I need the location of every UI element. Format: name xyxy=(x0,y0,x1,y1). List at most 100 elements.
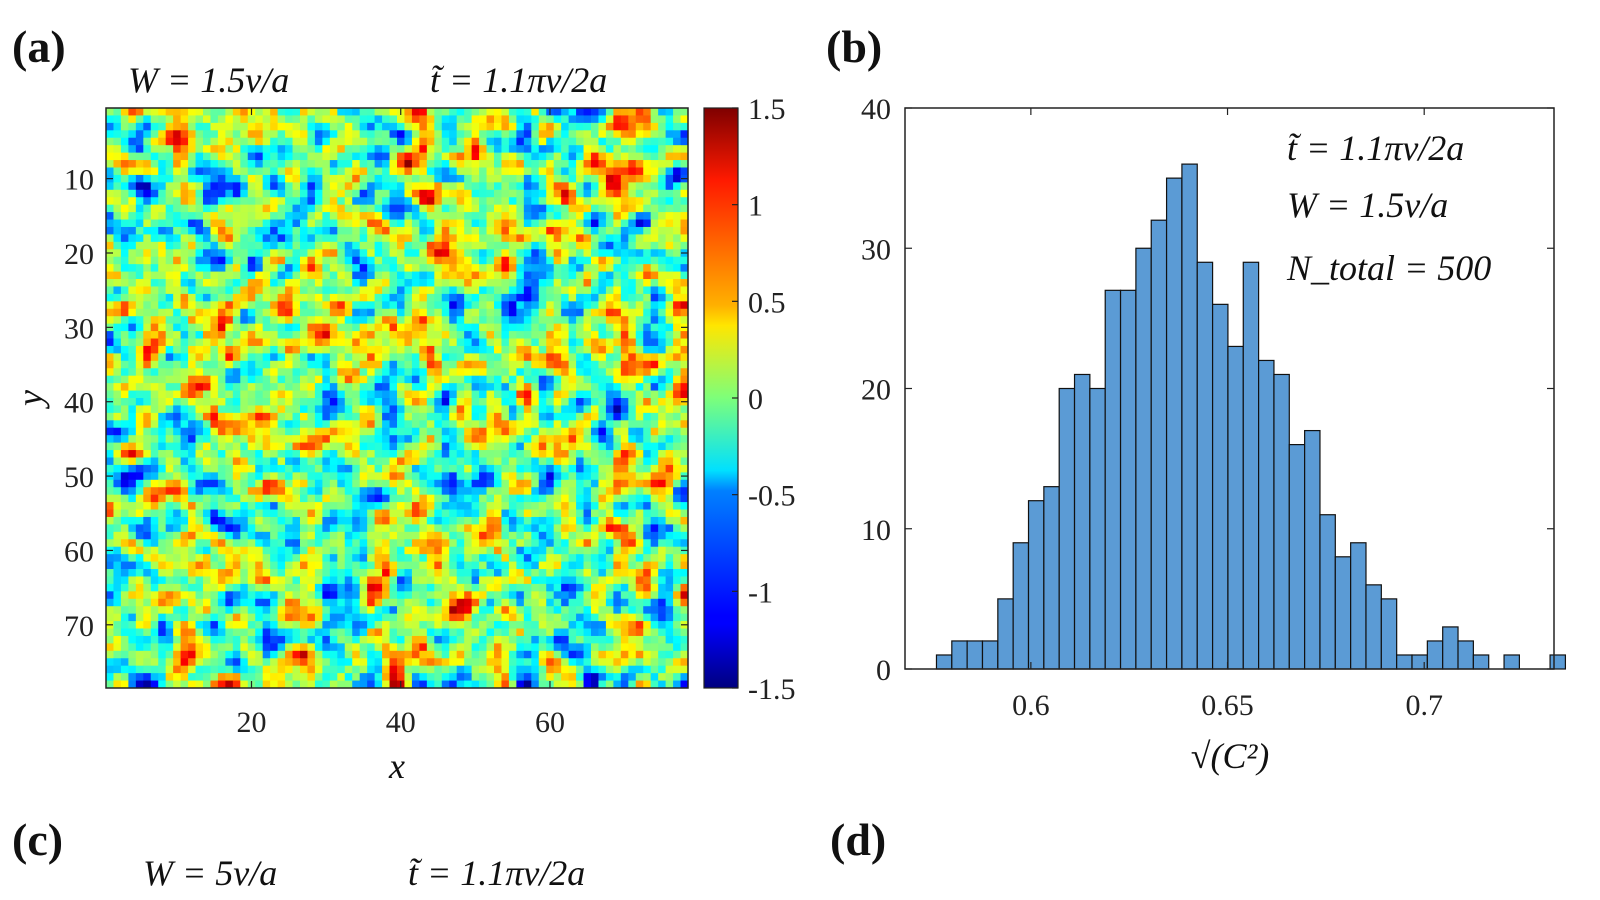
heatmap-cell xyxy=(516,219,525,228)
heatmap-cell xyxy=(598,531,607,540)
heatmap-cell xyxy=(404,308,413,317)
heatmap-cell xyxy=(516,241,525,250)
heatmap-cell xyxy=(508,323,517,332)
heatmap-cell xyxy=(158,546,167,555)
heatmap-cell xyxy=(635,256,644,265)
heatmap-cell xyxy=(546,160,555,168)
heatmap-cell xyxy=(285,219,293,228)
heatmap-cell xyxy=(285,279,293,287)
heatmap-cell xyxy=(217,494,226,503)
heatmap-cell xyxy=(486,479,495,488)
heatmap-cell xyxy=(165,427,174,436)
heatmap-cell xyxy=(426,442,435,451)
heatmap-cell xyxy=(494,204,502,213)
heatmap-cell xyxy=(270,115,279,124)
heatmap-cell xyxy=(613,145,622,154)
heatmap-cell xyxy=(658,390,667,399)
heatmap-cell xyxy=(158,569,167,577)
heatmap-cell xyxy=(300,130,308,139)
heatmap-cell xyxy=(277,420,286,429)
heatmap-cell xyxy=(367,115,376,124)
heatmap-cell xyxy=(128,450,137,458)
heatmap-cell xyxy=(150,212,159,220)
heatmap-cell xyxy=(180,576,189,585)
heatmap-cell xyxy=(173,189,182,198)
heatmap-cell xyxy=(165,524,174,533)
heatmap-cell xyxy=(613,152,622,161)
heatmap-cell xyxy=(158,241,167,250)
heatmap-cell xyxy=(456,160,465,168)
heatmap-cell xyxy=(494,331,502,339)
heatmap-cell xyxy=(150,301,159,310)
heatmap-cell xyxy=(494,286,502,295)
heatmap-cell xyxy=(613,256,622,265)
heatmap-cell xyxy=(561,316,570,325)
heatmap-cell xyxy=(329,204,338,213)
heatmap-cell xyxy=(501,457,510,466)
heatmap-cell xyxy=(434,182,443,191)
heatmap-cell xyxy=(613,427,622,436)
heatmap-cell xyxy=(165,412,174,421)
heatmap-cell xyxy=(120,279,129,287)
heatmap-cell xyxy=(337,271,346,280)
heatmap-cell xyxy=(307,502,316,510)
heatmap-cell xyxy=(277,256,286,265)
heatmap-cell xyxy=(673,256,681,265)
heatmap-cell xyxy=(546,457,555,466)
heatmap-cell xyxy=(106,345,114,354)
heatmap-cell xyxy=(359,375,368,384)
heatmap-cell xyxy=(277,472,286,481)
heatmap-cell xyxy=(576,353,584,362)
heatmap-cell xyxy=(479,576,487,585)
heatmap-cell xyxy=(628,197,637,206)
heatmap-cell xyxy=(471,316,480,325)
heatmap-cell xyxy=(523,450,532,458)
heatmap-cell xyxy=(658,197,667,206)
heatmap-cell xyxy=(464,256,473,265)
heatmap-cell xyxy=(165,234,174,243)
heatmap-cell xyxy=(605,167,614,176)
heatmap-cell xyxy=(426,405,435,414)
heatmap-cell xyxy=(591,323,599,332)
heatmap-cell xyxy=(523,502,532,510)
heatmap-cell xyxy=(471,531,480,540)
heatmap-cell xyxy=(225,130,234,139)
heatmap-cell xyxy=(158,442,167,451)
heatmap-cell xyxy=(583,464,592,473)
heatmap-cell xyxy=(426,160,435,168)
heatmap-cell xyxy=(456,219,465,228)
heatmap-cell xyxy=(240,516,249,525)
heatmap-cell xyxy=(262,390,271,399)
heatmap-cell xyxy=(262,345,271,354)
heatmap-cell xyxy=(486,405,495,414)
heatmap-cell xyxy=(367,249,376,258)
heatmap-cell xyxy=(225,145,234,154)
heatmap-cell xyxy=(538,479,547,488)
heatmap-cell xyxy=(225,457,234,466)
heatmap-cell xyxy=(143,516,152,525)
heatmap-cell xyxy=(314,457,323,466)
heatmap-cell xyxy=(531,152,540,161)
heatmap-cell xyxy=(359,167,368,176)
heatmap-cell xyxy=(165,249,174,258)
heatmap-cell xyxy=(479,472,487,481)
heatmap-cell xyxy=(173,576,182,585)
heatmap-cell xyxy=(665,420,674,429)
heatmap-cell xyxy=(643,472,652,481)
heatmap-cell xyxy=(561,405,570,414)
heatmap-cell xyxy=(188,197,196,206)
heatmap-cell xyxy=(553,174,562,183)
heatmap-cell xyxy=(382,472,390,481)
heatmap-cell xyxy=(464,539,473,548)
heatmap-cell xyxy=(464,197,473,206)
heatmap-cell xyxy=(120,427,129,436)
heatmap-cell xyxy=(456,472,465,481)
heatmap-cell xyxy=(180,539,189,548)
heatmap-cell xyxy=(576,226,584,235)
heatmap-cell xyxy=(434,137,443,146)
heatmap-cell xyxy=(479,152,487,161)
heatmap-cell xyxy=(106,189,114,198)
heatmap-cell xyxy=(277,145,286,154)
heatmap-cell xyxy=(591,271,599,280)
heatmap-cell xyxy=(322,390,331,399)
